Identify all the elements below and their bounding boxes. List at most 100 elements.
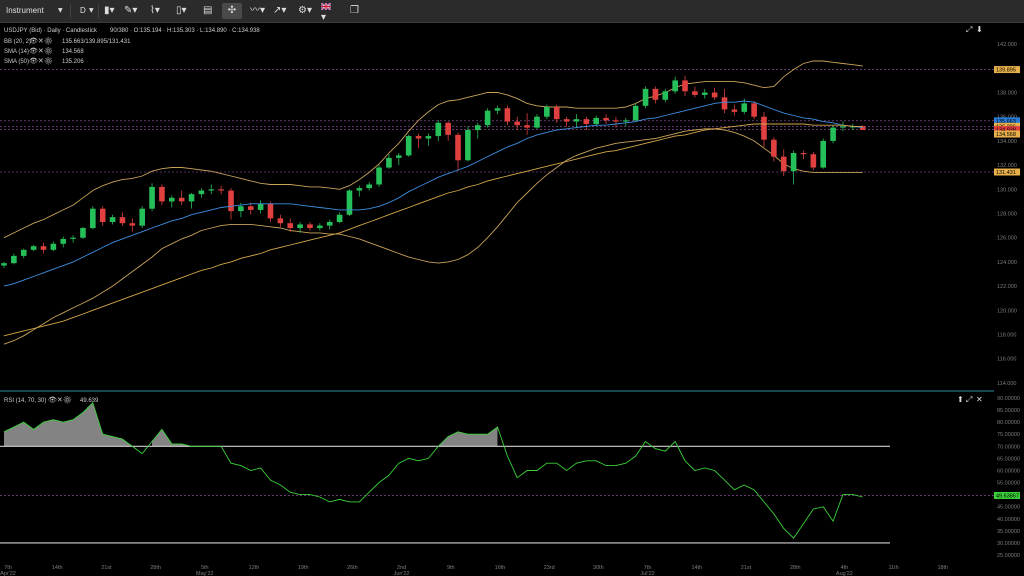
candle-body[interactable] [99, 208, 106, 222]
timeframe-dropdown-icon[interactable]: ▼ [89, 7, 94, 14]
candle-body[interactable] [662, 91, 669, 100]
candle-body[interactable] [642, 88, 649, 106]
candle-body[interactable] [780, 156, 787, 172]
candle-body[interactable] [632, 105, 639, 121]
candle-body[interactable] [425, 136, 432, 139]
candle-body[interactable] [701, 92, 708, 95]
indicator-icon[interactable]: 〰▾ [250, 5, 266, 16]
move-up-icon[interactable]: ⬆ [957, 395, 964, 404]
candle-body[interactable] [257, 203, 264, 210]
eye-icon[interactable]: 👁✕⚙ [29, 37, 53, 45]
settings-icon[interactable]: ⚙▾ [298, 5, 312, 16]
ruler-icon[interactable]: ⌇▾ [150, 5, 160, 16]
candle-body[interactable] [208, 189, 215, 191]
candle-body[interactable] [435, 122, 442, 137]
candle-body[interactable] [20, 249, 27, 256]
candle-body[interactable] [356, 188, 363, 191]
eye-icon[interactable]: 👁✕⚙ [29, 47, 53, 55]
candle-body[interactable] [376, 167, 382, 185]
candle-body[interactable] [80, 228, 86, 238]
candle-body[interactable] [178, 197, 185, 202]
share-arrow-icon[interactable]: ↗▾ [273, 5, 287, 16]
move-down-icon[interactable]: ⬇ [976, 25, 983, 34]
candle-body[interactable] [583, 119, 590, 124]
candle-body[interactable] [504, 108, 511, 122]
expand-icon[interactable]: ⤢ [965, 395, 972, 404]
candle-body[interactable] [524, 125, 530, 128]
candle-body[interactable] [484, 110, 491, 126]
candle-body[interactable] [613, 120, 619, 122]
candle-body[interactable] [1, 263, 7, 266]
candle-body[interactable] [711, 92, 718, 98]
candle-body[interactable] [445, 122, 451, 135]
candle-body[interactable] [267, 203, 274, 219]
candle-body[interactable] [623, 120, 629, 122]
uk-flag-icon[interactable]: ▾ [321, 3, 331, 23]
candle-body[interactable] [593, 117, 599, 124]
candle-body[interactable] [741, 103, 748, 112]
popout-icon[interactable]: ❐ [350, 5, 359, 16]
candle-body[interactable] [40, 246, 47, 250]
candle-body[interactable] [50, 243, 57, 250]
candle-body[interactable] [840, 126, 846, 128]
candle-body[interactable] [820, 140, 827, 168]
candle-body[interactable] [247, 206, 254, 210]
candle-body[interactable] [218, 189, 224, 191]
candle-body[interactable] [30, 246, 37, 250]
close-icon[interactable]: ✕ [976, 395, 983, 404]
candle-body[interactable] [198, 190, 205, 195]
eye-icon[interactable]: 👁✕⚙ [48, 396, 72, 404]
candle-body[interactable] [139, 208, 145, 226]
candle-body[interactable] [238, 206, 244, 212]
candle-body[interactable] [800, 153, 807, 155]
candle-body[interactable] [494, 108, 501, 111]
candle-body[interactable] [70, 237, 76, 239]
candle-body[interactable] [553, 107, 560, 120]
candle-body[interactable] [514, 121, 521, 126]
candle-body[interactable] [60, 238, 67, 244]
candle-body[interactable] [415, 136, 422, 139]
candle-body[interactable] [317, 225, 323, 229]
candle-body[interactable] [721, 97, 728, 110]
candle-body[interactable] [277, 218, 284, 224]
candle-body[interactable] [336, 214, 343, 222]
candle-body[interactable] [11, 255, 17, 264]
candle-body[interactable] [109, 217, 116, 222]
candle-body[interactable] [188, 194, 195, 202]
candle-body[interactable] [603, 117, 609, 121]
candle-body[interactable] [692, 91, 698, 95]
instrument-dropdown-icon[interactable]: ▼ [58, 7, 63, 14]
candle-body[interactable] [90, 208, 96, 229]
candle-body[interactable] [287, 223, 294, 229]
candle-body[interactable] [859, 126, 866, 131]
candle-body[interactable] [405, 136, 412, 156]
bar-style-icon[interactable]: ▮▾ [104, 5, 115, 16]
candle-body[interactable] [544, 107, 550, 117]
eraser-icon[interactable]: ▯▾ [176, 5, 187, 16]
candle-body[interactable] [850, 126, 856, 128]
candle-body[interactable] [771, 139, 777, 157]
candle-body[interactable] [465, 130, 471, 161]
expand-icon[interactable]: ⤢ [965, 25, 972, 34]
candle-body[interactable] [682, 80, 688, 92]
candle-body[interactable] [810, 154, 817, 168]
candle-body[interactable] [366, 184, 372, 189]
candle-body[interactable] [455, 134, 461, 161]
candle-body[interactable] [563, 119, 570, 122]
candle-body[interactable] [386, 157, 392, 168]
candle-body[interactable] [297, 224, 303, 229]
candle-body[interactable] [149, 186, 155, 209]
crosshair-icon[interactable]: ✣ [222, 3, 242, 19]
price-chart[interactable]: USDJPY (Bid) · Daily · Candlestick 90/38… [0, 23, 1024, 576]
candle-body[interactable] [534, 116, 540, 128]
candle-body[interactable] [751, 103, 757, 117]
candle-body[interactable] [129, 223, 136, 226]
draw-pen-icon[interactable]: ✎▾ [124, 5, 138, 16]
candle-body[interactable] [830, 127, 836, 141]
chart-area[interactable]: USDJPY (Bid) · Daily · Candlestick 90/38… [0, 23, 1024, 576]
candle-body[interactable] [307, 224, 313, 229]
instrument-selector[interactable]: Instrument [6, 6, 44, 15]
candle-body[interactable] [761, 116, 767, 140]
candle-body[interactable] [346, 190, 353, 215]
timeframe-selector[interactable]: D [80, 6, 86, 15]
